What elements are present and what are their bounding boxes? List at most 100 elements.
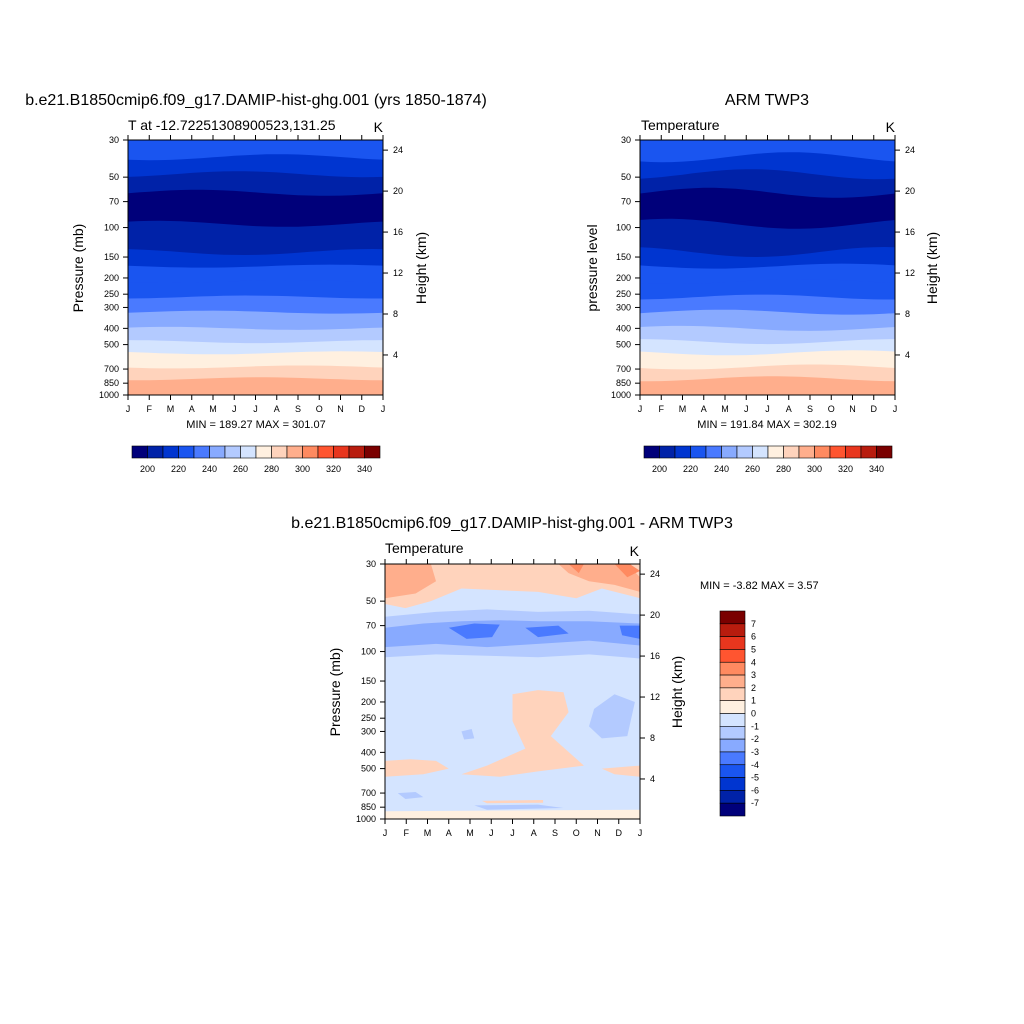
panel-title: b.e21.B1850cmip6.f09_g17.DAMIP-hist-ghg.… (291, 515, 733, 532)
x-tick-label: M (679, 404, 687, 414)
colorbar-swatch (719, 623, 746, 637)
colorbar-swatch (845, 445, 862, 459)
colorbar-label: 2 (751, 683, 756, 693)
y-tick-label: 300 (361, 726, 376, 736)
y-tick-label: 200 (616, 273, 631, 283)
colorbar-label: 240 (202, 464, 217, 474)
axes: J F M A M J J A S O N D J 30 50 70 100 150 200 250 300 400 500… (99, 135, 403, 414)
colorbar-label: 0 (751, 709, 756, 719)
x-tick-label: A (189, 404, 195, 414)
colorbar-swatch (333, 445, 350, 459)
y-tick-label: 1000 (356, 814, 376, 824)
y-right-tick-label: 12 (905, 268, 915, 278)
x-tick-label: F (659, 404, 665, 414)
colorbar-swatch (131, 445, 148, 459)
colorbar: 200 220 240 260 280 300 320 340 (131, 445, 381, 474)
colorbar-label: -4 (751, 760, 759, 770)
y-right-axis-label: Height (km) (413, 232, 429, 304)
colorbar-label: -3 (751, 747, 759, 757)
colorbar-swatch (302, 445, 319, 459)
y-right-tick-label: 24 (905, 145, 915, 155)
contour-band (525, 625, 569, 638)
colorbar-label: 300 (295, 464, 310, 474)
y-tick-label: 1000 (99, 390, 119, 400)
contour-band (619, 625, 640, 639)
colorbar-swatch (193, 445, 210, 459)
colorbar-swatch (798, 445, 815, 459)
colorbar-swatch (719, 687, 746, 701)
colorbar-label: 260 (233, 464, 248, 474)
colorbar-swatch (719, 610, 746, 625)
x-tick-label: M (466, 828, 474, 838)
contour-band (385, 620, 640, 648)
x-tick-label: A (274, 404, 280, 414)
colorbar-label: 280 (776, 464, 791, 474)
colorbar-swatch (719, 649, 746, 663)
colorbar-swatch (721, 445, 738, 459)
contour-band (461, 729, 475, 740)
panel-subtitle-left: T at -12.72251308900523,131.25 (128, 117, 336, 133)
y-right-tick-label: 16 (393, 227, 403, 237)
colorbar-label: 6 (751, 632, 756, 642)
y-axis-label: pressure level (584, 224, 600, 311)
min-max-stats: MIN = 189.27 MAX = 301.07 (186, 419, 325, 431)
colorbar-label: 4 (751, 657, 756, 667)
contour-band (397, 792, 424, 799)
colorbar-swatch (767, 445, 784, 459)
contour-band (448, 623, 500, 639)
y-tick-label: 250 (104, 289, 119, 299)
y-right-tick-label: 8 (393, 309, 398, 319)
y-tick-label: 100 (361, 647, 376, 657)
x-tick-label: J (510, 828, 515, 838)
x-tick-label: O (316, 404, 323, 414)
y-right-axis-label: Height (km) (924, 232, 940, 304)
colorbar: 200 220 240 260 280 300 320 340 (643, 445, 893, 474)
x-tick-label: S (807, 404, 813, 414)
y-tick-label: 300 (104, 302, 119, 312)
contour-band (668, 392, 797, 395)
colorbar-swatch (719, 802, 746, 817)
colorbar-label: 320 (326, 464, 341, 474)
x-tick-label: M (424, 828, 432, 838)
panel-observation: ARM TWP3 Temperature K J F M A M J J A S O N D J 30 50… (584, 92, 940, 474)
y-tick-label: 700 (361, 788, 376, 798)
contour-field (640, 140, 895, 395)
contour-field (128, 140, 383, 395)
colorbar-swatch (829, 445, 846, 459)
x-tick-label: F (147, 404, 153, 414)
y-right-tick-label: 8 (650, 733, 655, 743)
y-right-tick-label: 20 (905, 186, 915, 196)
colorbar-swatch (814, 445, 831, 459)
y-tick-label: 30 (366, 559, 376, 569)
colorbar-swatch (876, 445, 893, 459)
x-tick-label: J (253, 404, 258, 414)
y-axis-label: Pressure (mb) (327, 648, 343, 737)
colorbar-label: 320 (838, 464, 853, 474)
min-max-stats: MIN = 191.84 MAX = 302.19 (697, 419, 836, 431)
y-tick-label: 70 (109, 197, 119, 207)
colorbar-label: 200 (652, 464, 667, 474)
x-tick-label: J (893, 404, 898, 414)
colorbar-swatch (719, 726, 746, 740)
colorbar-swatch (736, 445, 753, 459)
contour-band (601, 765, 640, 777)
colorbar-label: 300 (807, 464, 822, 474)
contour-band (385, 809, 640, 819)
colorbar-label: 5 (751, 644, 756, 654)
panel-units: K (886, 119, 896, 135)
panel-title: b.e21.B1850cmip6.f09_g17.DAMIP-hist-ghg.… (25, 92, 487, 109)
colorbar-swatch (643, 445, 660, 459)
x-tick-label: D (359, 404, 366, 414)
colorbar-label: -6 (751, 785, 759, 795)
contour-band (589, 694, 635, 739)
colorbar-label: 340 (869, 464, 884, 474)
panel-title: ARM TWP3 (725, 92, 809, 109)
x-tick-label: A (701, 404, 707, 414)
y-right-tick-label: 12 (393, 268, 403, 278)
y-tick-label: 70 (621, 197, 631, 207)
x-tick-label: J (638, 404, 643, 414)
colorbar-label: -1 (751, 721, 759, 731)
colorbar-swatch (286, 445, 303, 459)
x-tick-label: A (531, 828, 537, 838)
contour-field (385, 564, 640, 819)
